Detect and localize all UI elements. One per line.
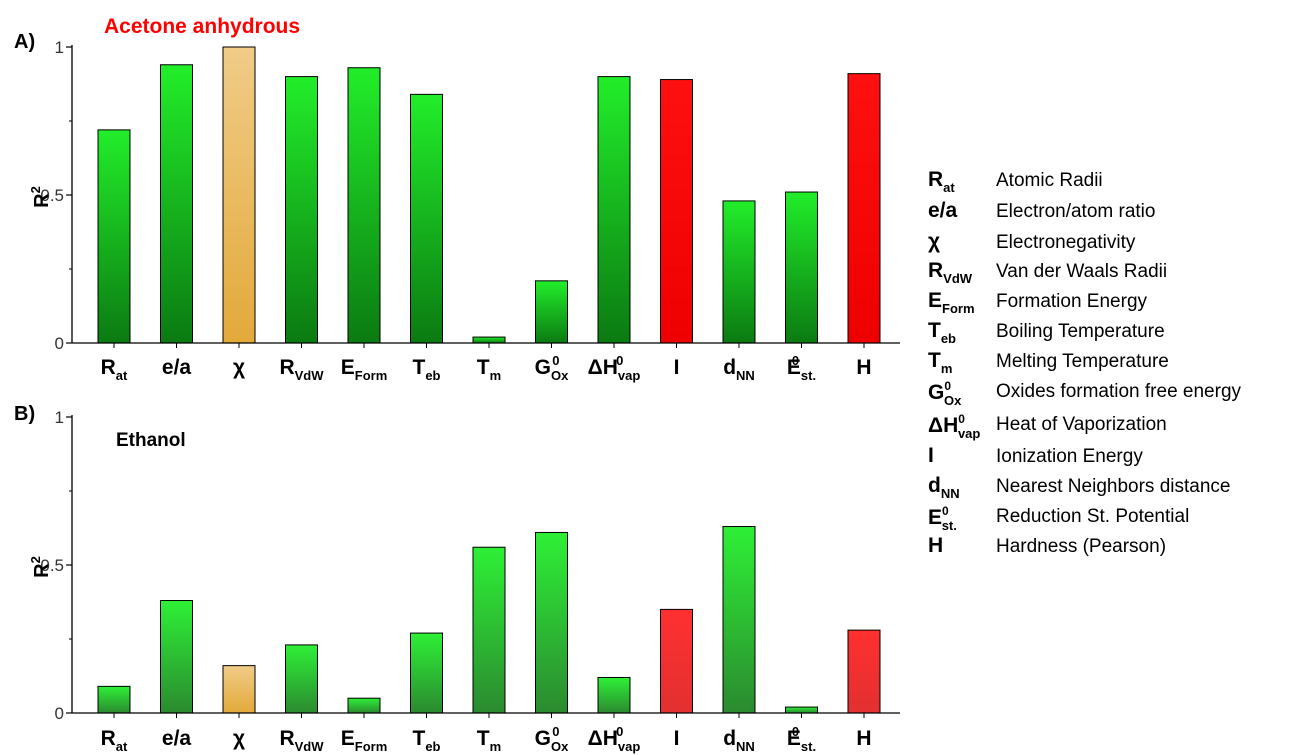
x-tick-label: ΔHvap0 — [588, 724, 641, 754]
legend-symbol: Tm — [928, 349, 953, 376]
bar-b-2 — [222, 665, 256, 714]
x-tick-label: Rat — [101, 356, 128, 383]
y-tick-label: 0.5 — [40, 556, 64, 575]
x-tick-label: I — [674, 356, 680, 379]
panel-b-bars — [97, 526, 881, 714]
x-tick-label: Tm — [477, 727, 501, 754]
x-tick-label: χ — [233, 727, 245, 750]
x-tick-label: dNN — [723, 727, 755, 754]
x-tick-label: EForm — [341, 727, 388, 754]
bar-a-10 — [722, 200, 756, 344]
x-tick-label: χ — [233, 356, 245, 379]
bar-a-5 — [410, 93, 443, 344]
bar-b-8 — [597, 676, 631, 714]
x-tick-label: e/a — [162, 727, 192, 750]
y-tick-label: 1 — [55, 38, 64, 57]
legend-description: Van der Waals Radii — [996, 261, 1168, 282]
bar-a-9 — [660, 79, 693, 344]
bar-b-4 — [347, 697, 381, 714]
x-tick-label: RVdW — [279, 727, 324, 754]
legend-symbol: Rat — [928, 168, 955, 195]
x-tick-label: H — [856, 727, 871, 750]
bar-b-7 — [535, 531, 568, 714]
panel-a-bars — [97, 46, 881, 344]
legend-symbol: H — [928, 534, 944, 557]
legend-description: Atomic Radii — [996, 170, 1103, 191]
x-tick-label: GOx0 — [535, 353, 569, 383]
legend-description: Oxides formation free energy — [996, 381, 1242, 402]
panel-b-title: Ethanol — [116, 430, 186, 451]
x-tick-label: Est.0 — [787, 353, 816, 383]
x-tick-label: Tm — [477, 356, 501, 383]
legend-description: Reduction St. Potential — [996, 506, 1190, 527]
bar-b-5 — [410, 632, 443, 714]
legend-symbol: ΔH0vap — [928, 412, 981, 441]
x-tick-label: ΔHvap0 — [588, 353, 641, 383]
bar-b-0 — [97, 685, 131, 714]
legend-description: Formation Energy — [996, 291, 1148, 312]
legend-description: Electronegativity — [996, 232, 1136, 253]
panel-b-chart: B) Ethanol Rat e/a χ RVdW EForm Teb Tm GOx0 ΔHva… — [14, 403, 900, 754]
legend-symbol: G0Ox — [928, 379, 962, 408]
legend-description: Nearest Neighbors distance — [996, 476, 1231, 497]
bar-a-8 — [597, 76, 631, 344]
legend-symbol: χ — [928, 230, 941, 253]
bar-a-1 — [160, 64, 193, 344]
x-tick-label: dNN — [723, 356, 755, 383]
bar-b-11 — [785, 706, 818, 714]
bar-a-6 — [472, 336, 506, 344]
y-axis-label: R2 — [28, 556, 53, 578]
x-tick-label: Teb — [413, 727, 441, 754]
y-axis-label: R2 — [28, 186, 53, 208]
x-tick-label: Rat — [101, 727, 128, 754]
panel-b-label: B) — [14, 403, 35, 425]
legend-symbol: Teb — [928, 319, 956, 346]
y-tick-label: 0 — [55, 334, 64, 353]
bar-a-4 — [347, 67, 381, 344]
bar-b-10 — [722, 526, 756, 714]
legend-symbol: I — [928, 444, 934, 467]
legend-symbol: RVdW — [928, 259, 973, 286]
y-tick-label: 1 — [55, 408, 64, 427]
legend-symbol: E0st. — [928, 504, 957, 533]
legend-description: Melting Temperature — [996, 351, 1169, 372]
bar-a-3 — [285, 76, 318, 344]
x-tick-label: Est.0 — [787, 724, 816, 754]
x-tick-label: Teb — [413, 356, 441, 383]
panel-a-chart: A) Acetone anhydrous Rat e/a χ RVdW EForm Teb… — [14, 15, 900, 383]
x-tick-label: EForm — [341, 356, 388, 383]
bar-b-3 — [285, 644, 318, 714]
x-tick-label: e/a — [162, 356, 192, 379]
legend-description: Electron/atom ratio — [996, 201, 1156, 222]
legend-symbol: EForm — [928, 289, 975, 316]
x-tick-label: I — [674, 727, 680, 750]
legend-description: Ionization Energy — [996, 446, 1143, 467]
bar-a-7 — [535, 280, 568, 344]
x-tick-label: GOx0 — [535, 724, 569, 754]
bar-a-12 — [847, 73, 881, 344]
legend-symbol: e/a — [928, 199, 958, 222]
bar-b-12 — [847, 629, 881, 714]
bar-a-11 — [785, 191, 818, 344]
bar-b-6 — [472, 546, 506, 714]
bar-a-2 — [222, 46, 256, 344]
x-tick-label: H — [856, 356, 871, 379]
bar-b-9 — [660, 608, 693, 714]
panel-a-label: A) — [14, 31, 35, 53]
y-tick-label: 0 — [55, 704, 64, 723]
y-tick-label: 0.5 — [40, 186, 64, 205]
legend-description: Boiling Temperature — [996, 321, 1165, 342]
legend-symbol: dNN — [928, 474, 960, 501]
bar-b-1 — [160, 600, 193, 714]
legend-description: Heat of Vaporization — [996, 414, 1167, 435]
x-tick-label: RVdW — [279, 356, 324, 383]
legend-description: Hardness (Pearson) — [996, 536, 1167, 557]
panel-a-title: Acetone anhydrous — [104, 15, 300, 38]
bar-a-0 — [97, 129, 131, 344]
